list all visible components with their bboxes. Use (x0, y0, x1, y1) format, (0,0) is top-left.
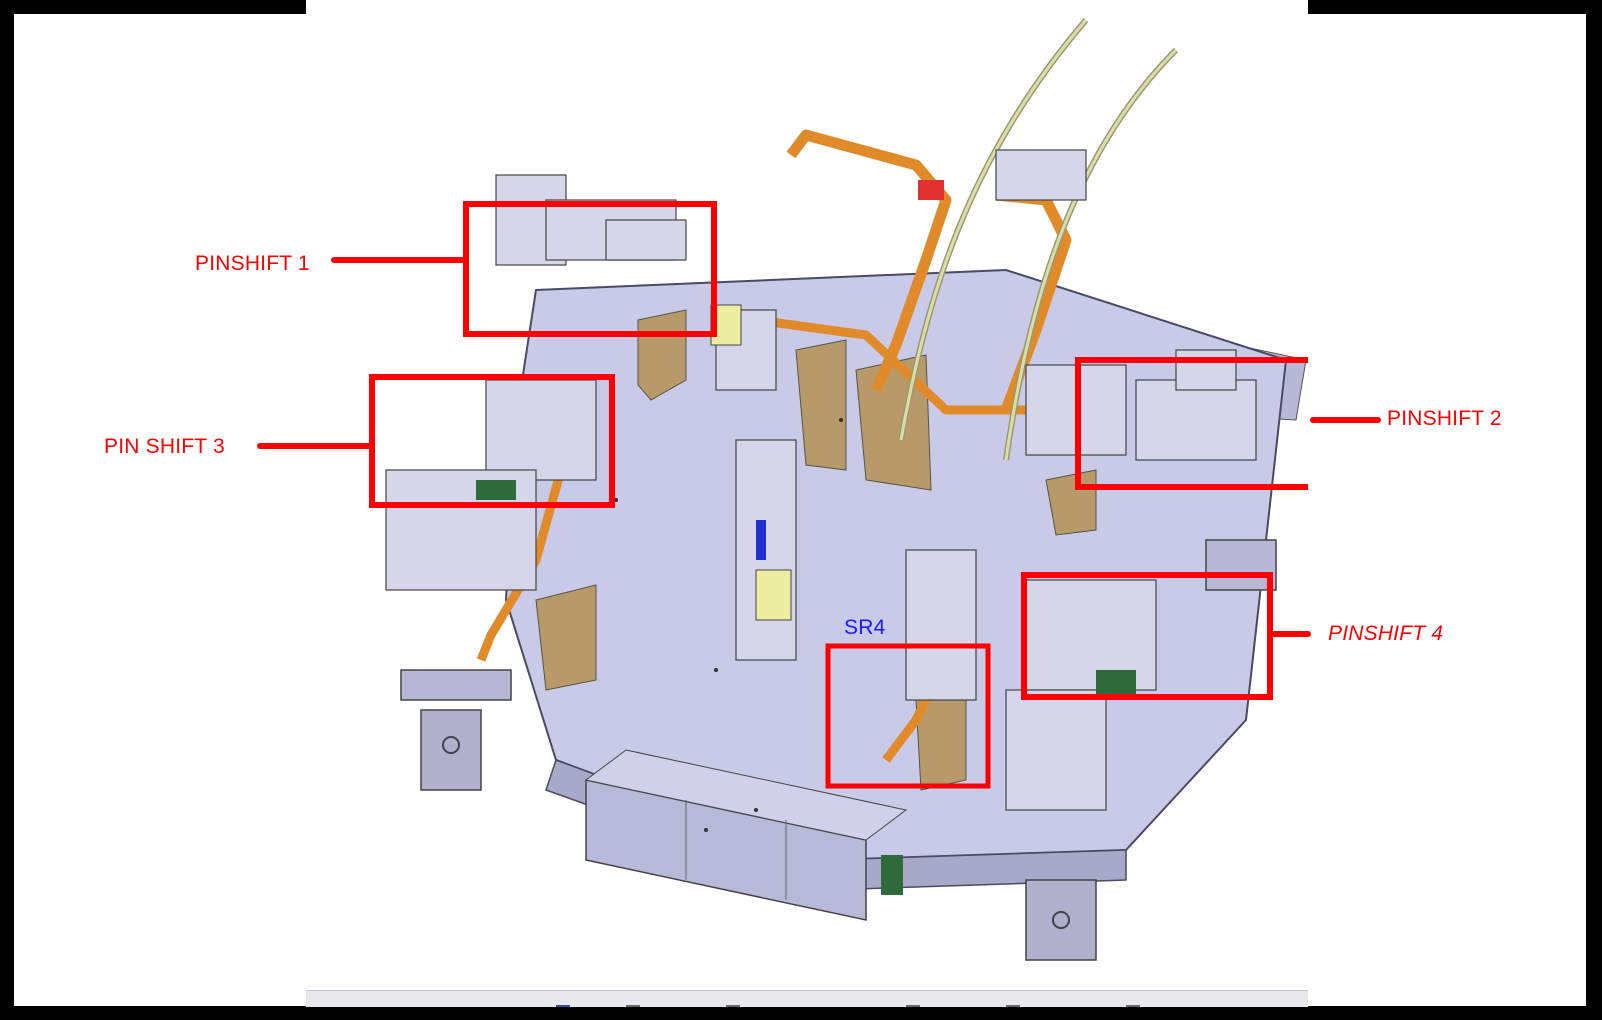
callout-box-pinshift-1 (463, 201, 717, 337)
toolbar-icon (726, 1005, 740, 1007)
side-rail-left (400, 669, 512, 701)
blue-hose (756, 520, 766, 560)
guide-rod (899, 19, 1088, 441)
bracket (535, 584, 597, 691)
foot-left (420, 709, 482, 791)
toolbar-icon (1006, 1005, 1020, 1007)
fixture-drawing (369, 18, 1308, 961)
callout-box-pinshift-2 (1075, 357, 1308, 490)
toolbar-icon (626, 1005, 640, 1007)
callout-boxes (369, 201, 1308, 789)
label-pinshift-2: PINSHIFT 2 (1387, 407, 1502, 430)
guide-rod (1004, 48, 1178, 461)
fixture-arm (755, 315, 1026, 415)
bracket (795, 339, 847, 471)
label-sr4: SR4 (844, 616, 886, 639)
side-rail-right (1205, 539, 1277, 591)
toolbar-icon (1126, 1005, 1140, 1007)
cad-viewport (306, 0, 1308, 1006)
foot-right (1025, 879, 1097, 961)
toolbar-icon (556, 1005, 570, 1007)
fixture-arm (786, 129, 952, 393)
front-enclosure-top (584, 749, 908, 841)
label-pin-shift-3: PIN SHIFT 3 (104, 435, 225, 458)
viewer-toolbar-strip (306, 990, 1308, 1007)
label-pinshift-1: PINSHIFT 1 (195, 252, 310, 275)
label-pinshift-4: PINSHIFT 4 (1328, 622, 1444, 645)
callout-box-pin-shift-3 (369, 374, 615, 508)
callout-box-sr4 (825, 643, 991, 789)
toolbar-icon (906, 1005, 920, 1007)
